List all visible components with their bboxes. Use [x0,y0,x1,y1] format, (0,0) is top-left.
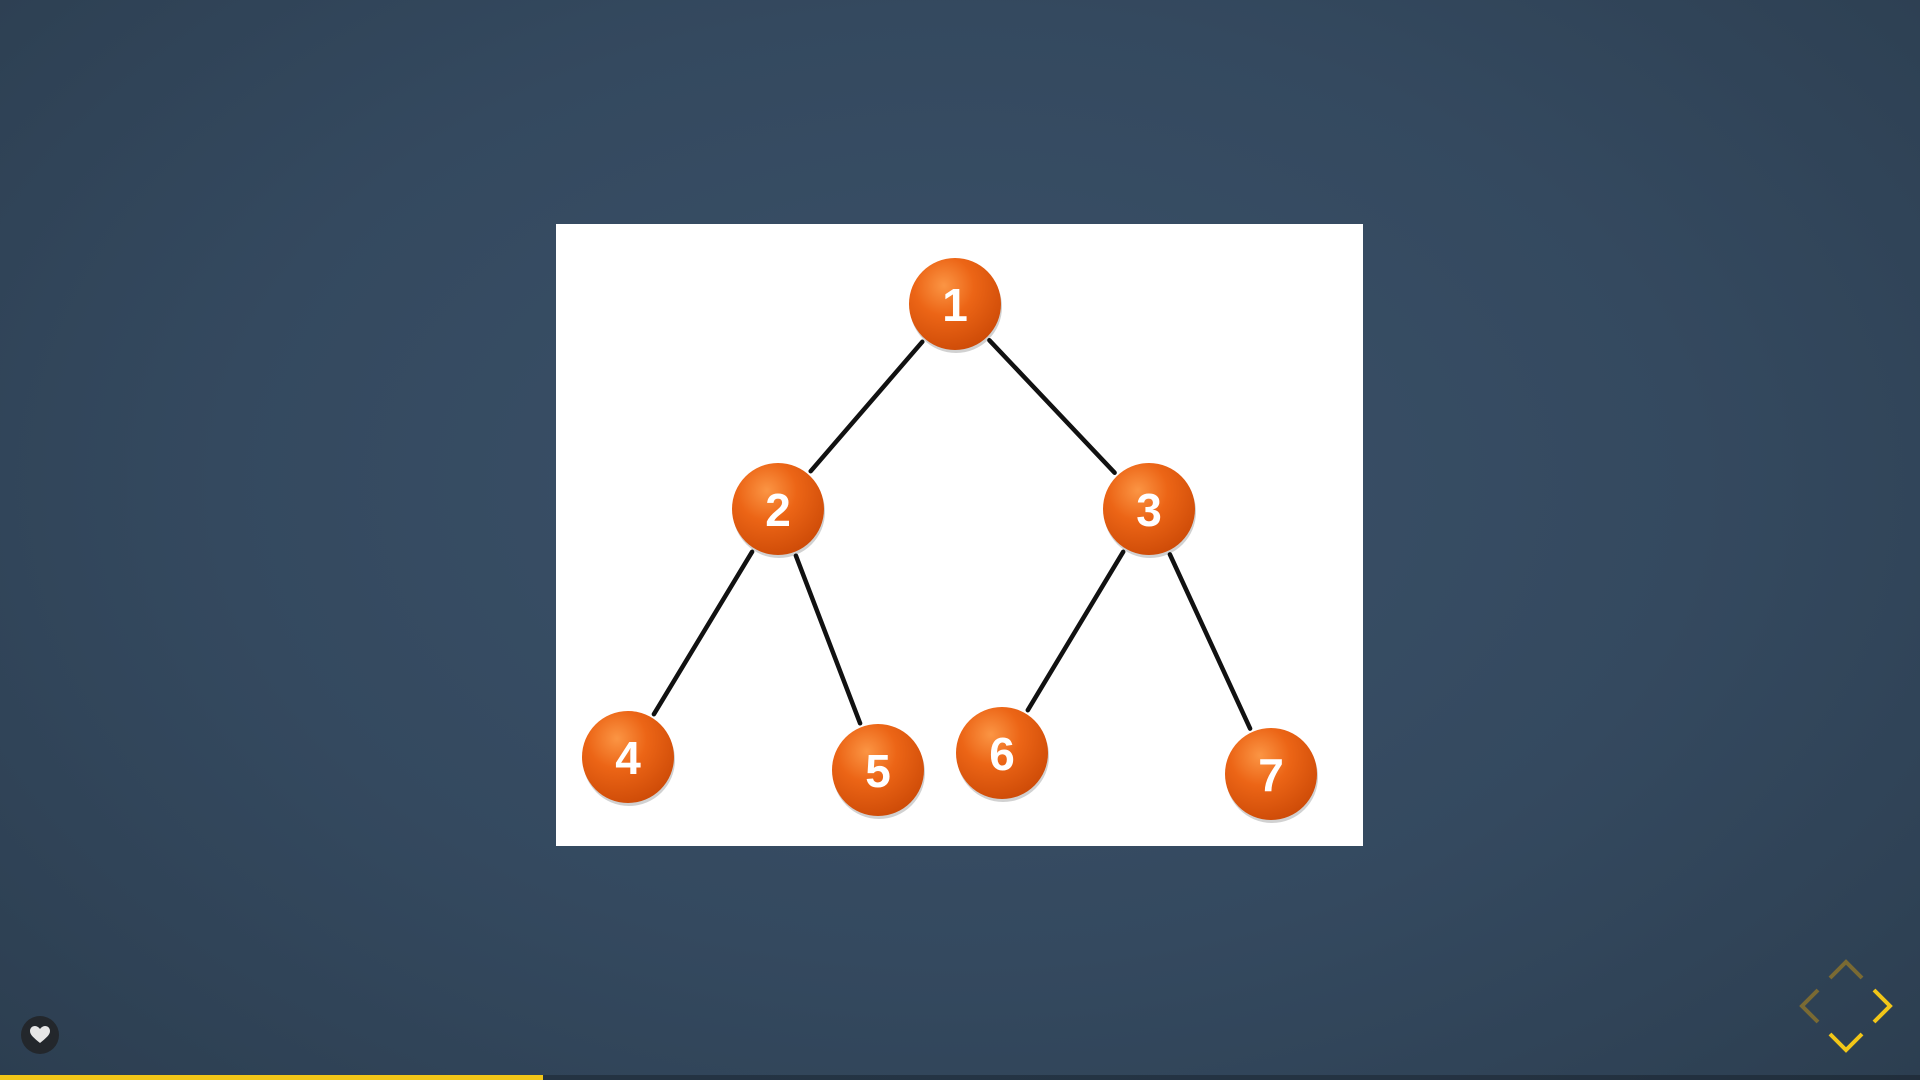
heart-icon [30,1026,50,1044]
progress-bar-fill [0,1075,543,1080]
tree-node-5: 5 [832,724,925,819]
binary-tree-diagram: 1 2 3 4 5 6 7 [556,224,1363,846]
chevron-down-icon [1824,1018,1868,1062]
tree-node-6: 6 [956,707,1049,802]
nav-down-button[interactable] [1824,1018,1868,1062]
tree-edge-3-7 [1170,554,1250,728]
tree-nodes: 1 2 3 4 5 6 7 [582,258,1318,823]
tree-node-label: 3 [1136,484,1162,536]
tree-node-label: 2 [765,484,791,536]
tree-node-7: 7 [1225,728,1318,823]
binary-tree-figure: 1 2 3 4 5 6 7 [556,224,1363,846]
tree-edge-3-6 [1028,552,1123,710]
tree-node-label: 7 [1258,749,1284,801]
tree-edge-2-5 [796,556,860,724]
tree-edge-1-2 [811,342,923,471]
like-button[interactable] [21,1016,59,1054]
tree-node-label: 1 [942,279,968,331]
tree-node-3: 3 [1103,463,1196,558]
tree-node-2: 2 [732,463,825,558]
tree-edge-2-4 [654,552,752,714]
slide-navigation [1790,950,1902,1062]
tree-node-1: 1 [909,258,1002,353]
tree-edge-1-3 [989,340,1114,472]
tree-node-label: 4 [615,732,641,784]
progress-bar [0,1075,1920,1080]
tree-node-label: 6 [989,728,1015,780]
tree-node-label: 5 [865,745,891,797]
tree-node-4: 4 [582,711,675,806]
